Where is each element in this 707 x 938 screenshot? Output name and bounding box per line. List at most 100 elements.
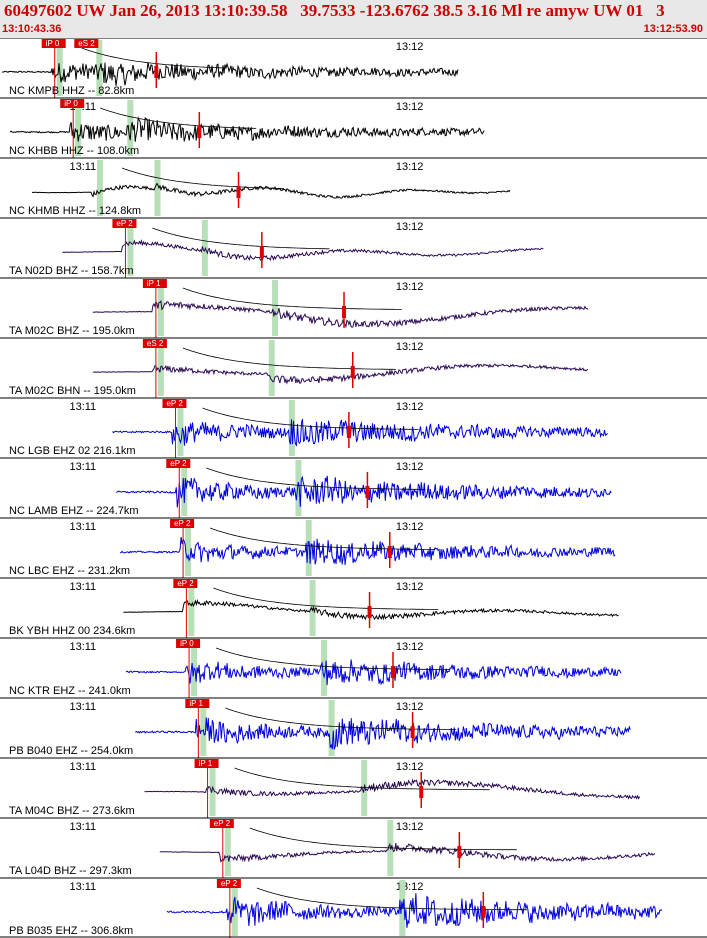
- pick-flag: [216, 879, 241, 888]
- s-phase-marker: [305, 520, 312, 576]
- waveform-trace: [144, 778, 641, 800]
- coda-end-marker: [365, 486, 370, 498]
- coda-end-marker: [259, 246, 264, 258]
- s-phase-marker: [295, 460, 302, 516]
- waveform-trace: [1, 62, 459, 86]
- pick-flag-label: iP 1: [189, 699, 203, 708]
- waveform-trace: [159, 842, 656, 863]
- window-end-time: 13:12:53.90: [643, 23, 703, 35]
- coda-end-marker: [390, 666, 395, 678]
- time-tick-label: 13:12: [396, 401, 424, 413]
- p-phase-marker: [231, 880, 238, 936]
- pick-flag-label: iP 0: [64, 99, 78, 108]
- pick-flag-label: iP 0: [180, 639, 194, 648]
- time-tick-label: 13:11: [69, 881, 96, 893]
- time-tick-label: 13:12: [396, 701, 424, 713]
- s-phase-marker: [309, 580, 316, 636]
- coda-curve: [256, 887, 527, 911]
- pick-flag: [170, 519, 195, 528]
- coda-curve: [209, 527, 436, 550]
- s-phase-marker: [328, 700, 335, 756]
- coda-end-marker: [154, 66, 159, 78]
- trace-row: 13:11 13:12 eP 2 NC LAMB EHZ -- 224.7km: [0, 457, 707, 518]
- station-label: NC KMPB HHZ -- 82.8km: [9, 85, 134, 97]
- trace-row: 13:11 13:12 eP 2 BK YBH HHZ 00 234.6km: [0, 577, 707, 638]
- pick-flag: [185, 699, 210, 708]
- time-tick-label: 13:12: [396, 821, 424, 833]
- p-phase-marker: [127, 220, 134, 276]
- pick-flag-label: eP 2: [116, 219, 133, 228]
- pick-flag-label: eP 2: [174, 519, 191, 528]
- pick-flag-label: eS 2: [147, 339, 164, 348]
- time-tick-label: 13:11: [69, 521, 96, 533]
- waveform-trace: [134, 717, 631, 750]
- coda-end-marker: [342, 306, 347, 318]
- coda-curve: [121, 167, 285, 189]
- station-label: TA M02C BHZ -- 195.0km: [9, 325, 135, 337]
- trace-row: 13:11 13:12 eP 2 NC LGB EHZ 02 216.1km: [0, 397, 707, 458]
- pick-flag-label: iP 0: [46, 39, 60, 48]
- time-tick-label: 13:12: [396, 521, 424, 533]
- trace-row: 13:11 13:12 iP 1 PB B040 EHZ -- 254.0km: [0, 697, 707, 758]
- coda-curve: [81, 47, 226, 69]
- trace-row: 13:12 iP 0 eS 2 NC KMPB HHZ -- 82.8km: [0, 38, 707, 98]
- pick-flag: [142, 279, 167, 288]
- coda-curve: [249, 827, 517, 851]
- p-phase-marker: [75, 100, 82, 156]
- time-tick-label: 13:11: [69, 641, 96, 653]
- waveform-trace: [116, 475, 612, 508]
- s-phase-marker: [127, 100, 134, 156]
- coda-end-marker: [481, 906, 486, 918]
- time-tick-label: 13:12: [396, 281, 424, 293]
- station-label: TA M02C BHN -- 195.0km: [9, 385, 136, 397]
- station-label: NC LGB EHZ 02 216.1km: [9, 445, 136, 457]
- s-phase-marker: [201, 220, 208, 276]
- p-phase-marker: [185, 520, 192, 576]
- coda-curve: [234, 767, 490, 791]
- coda-curve: [213, 587, 439, 610]
- waveform-trace: [31, 182, 511, 199]
- coda-end-marker: [346, 426, 351, 438]
- trace-row: 13:12 eP 2 TA N02D BHZ -- 158.7km: [0, 217, 707, 278]
- pick-flag-label: eP 2: [166, 399, 183, 408]
- station-label: NC KTR EHZ -- 241.0km: [9, 685, 131, 697]
- time-tick-label: 13:12: [396, 461, 424, 473]
- coda-curve: [182, 347, 396, 370]
- trace-row: 13:11 13:12 NC KHMB HHZ -- 124.8km: [0, 157, 707, 217]
- coda-curve: [225, 707, 457, 730]
- pick-flag: [194, 759, 219, 768]
- s-phase-marker: [96, 40, 103, 96]
- waveform-trace: [9, 115, 485, 142]
- pick-flag-label: eP 2: [221, 879, 238, 888]
- coda-end-marker: [387, 546, 392, 558]
- coda-curve: [215, 647, 451, 670]
- coda-end-marker: [236, 186, 241, 198]
- pick-flag-label: eP 2: [177, 579, 194, 588]
- station-label: TA N02D BHZ -- 158.7km: [9, 265, 134, 277]
- coda-end-marker: [419, 786, 424, 798]
- time-tick-label: 13:11: [69, 461, 96, 473]
- station-label: PB B035 EHZ -- 306.8km: [9, 925, 133, 937]
- time-tick-label: 13:12: [396, 101, 424, 113]
- time-tick-label: 13:12: [396, 41, 424, 53]
- p-phase-marker: [96, 160, 103, 216]
- station-label: TA L04D BHZ -- 297.3km: [9, 865, 132, 877]
- pick-flag: [74, 39, 99, 48]
- time-tick-label: 13:11: [69, 701, 96, 713]
- station-label: NC KHBB HHZ -- 108.0km: [9, 145, 139, 157]
- coda-end-marker: [350, 366, 355, 378]
- p-phase-marker: [157, 280, 164, 336]
- p-phase-marker: [188, 580, 195, 636]
- pick-flag-label: eS 2: [78, 39, 95, 48]
- coda-end-marker: [457, 846, 462, 858]
- pick-flag: [112, 219, 137, 228]
- coda-curve: [100, 107, 257, 129]
- waveform-trace: [112, 418, 608, 447]
- time-tick-label: 13:12: [396, 221, 424, 233]
- waveform-trace: [92, 300, 589, 329]
- pick-flag-label: iP 1: [147, 279, 161, 288]
- waveform-trace: [92, 363, 589, 385]
